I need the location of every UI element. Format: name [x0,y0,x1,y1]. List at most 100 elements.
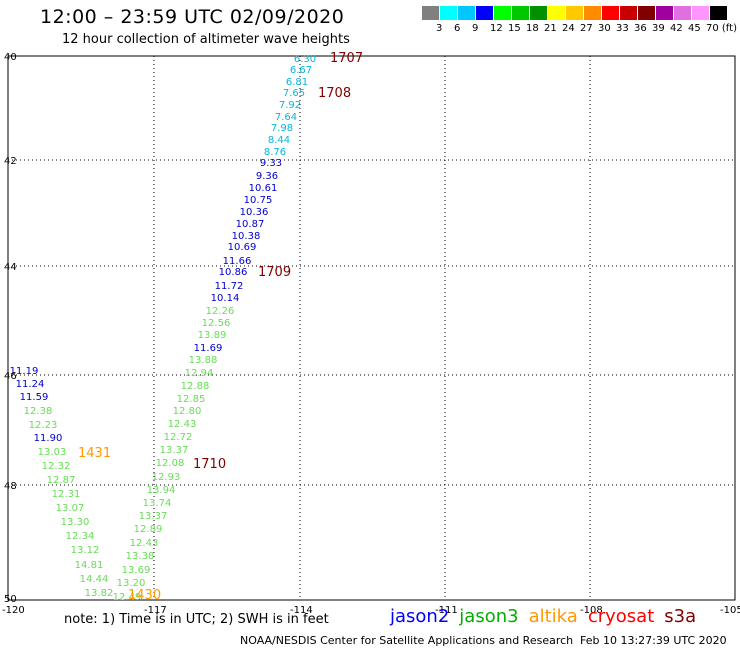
wave-height-value: 12.38 [24,406,53,417]
wave-height-value: 12.94 [185,368,214,379]
lon-label: -108 [580,605,603,616]
legend-entry-s3a: s3a [664,606,697,627]
wave-height-value: 6.81 [286,77,308,88]
units-note: note: 1) Time is in UTC; 2) SWH is in fe… [64,612,329,627]
lon-label: -114 [290,605,313,616]
credit-line: NOAA/NESDIS Center for Satellite Applica… [240,634,574,647]
wave-height-value: 12.87 [47,475,76,486]
lat-label: 50 [4,594,17,605]
wave-height-value: 6.67 [290,65,312,76]
wave-height-value: 10.14 [211,293,240,304]
generated-timestamp: Feb 10 13:27:39 UTC 2020 [580,634,727,647]
scale-swatch [440,6,457,20]
map-grid [7,55,736,601]
wave-height-value: 12.31 [52,489,81,500]
scale-swatch [494,6,511,20]
lat-label: 46 [4,371,17,382]
scale-label: 18 [526,23,539,34]
latitude-labels: 40 42 44 46 48 50 [4,52,17,605]
scale-swatch [566,6,583,20]
wave-height-value: 9.33 [260,158,282,169]
scale-label: 42 [670,23,683,34]
wave-height-value: 9.36 [256,171,278,182]
map-frame [7,55,736,601]
wave-height-value: 12.08 [156,458,185,469]
wave-height-value: 12.43 [130,538,159,549]
wave-height-value: 10.38 [232,231,261,242]
wave-height-value: 12.43 [168,419,197,430]
pass-time-labels: 1707 1708 1709 1710 1431 1430 [78,51,363,603]
scale-swatch [692,6,709,20]
wave-height-value: 7.64 [275,112,297,123]
wave-height-value: 8.76 [264,147,286,158]
wave-height-value: 7.98 [271,123,293,134]
wave-height-value: 12.93 [152,472,181,483]
wave-height-value: 13.30 [61,517,90,528]
scale-label: 12 [490,23,503,34]
wave-height-value: 10.61 [249,183,278,194]
wave-height-value: 10.75 [244,195,273,206]
wave-height-value: 11.69 [194,343,223,354]
wave-height-value: 11.90 [34,433,63,444]
scale-swatch [422,6,439,20]
wave-height-value: 11.24 [16,379,45,390]
lon-label: -120 [2,605,25,616]
wave-height-value: 12.80 [173,406,202,417]
lat-label: 44 [4,262,17,273]
pass-time-label: 1430 [128,588,161,603]
wave-height-value: 11.59 [20,392,49,403]
wave-height-value: 13.37 [160,445,189,456]
pass-time-label: 1431 [78,446,111,461]
pass-time-label: 1708 [318,86,351,101]
pass-time-label: 1707 [330,51,363,66]
pass-time-label: 1710 [193,457,226,472]
wave-height-value: 12.56 [202,318,231,329]
wave-height-value: 7.92 [279,100,301,111]
wave-height-value: 10.86 [219,267,248,278]
scale-label: 21 [544,23,557,34]
wave-height-value: 10.69 [228,242,257,253]
wave-height-value: 10.87 [236,219,265,230]
wave-height-value: 12.32 [42,461,71,472]
wave-height-value: 7.65 [283,88,305,99]
wave-height-value: 13.89 [198,330,227,341]
scale-swatch [620,6,637,20]
wave-height-value: 13.07 [56,503,85,514]
scale-label: 3 [436,23,443,34]
wave-height-value: 13.88 [189,355,218,366]
scale-label: 30 [598,23,611,34]
scale-swatch [512,6,529,20]
scale-label: 39 [652,23,665,34]
wave-height-value: 12.49 [113,592,142,603]
longitude-labels: -120 -117 -114 -111 -108 -105 [2,605,740,616]
wave-height-value: 13.38 [126,551,155,562]
legend-entry-jason3: jason3 [459,606,519,627]
wave-height-value: 11.19 [10,366,39,377]
wave-height-value: 8.44 [268,135,290,146]
wave-height-observations: 6.306.676.817.657.927.647.988.448.769.33… [10,54,316,603]
lon-label: -117 [144,605,167,616]
wave-height-value: 12.72 [164,432,193,443]
wave-height-value: 12.23 [29,420,58,431]
scale-swatch [602,6,619,20]
wave-height-value: 12.85 [177,394,206,405]
scale-swatch [584,6,601,20]
legend-entry-jason2: jason2 [390,606,450,627]
scale-label: 45 [688,23,701,34]
scale-swatch [710,6,727,20]
scale-swatch [530,6,547,20]
scale-label: 36 [634,23,647,34]
wave-height-value: 13.82 [85,588,114,599]
scale-label: 33 [616,23,629,34]
wave-height-value: 13.03 [38,447,67,458]
scale-swatch [476,6,493,20]
wave-height-value: 10.36 [240,207,269,218]
wave-height-value: 12.88 [181,381,210,392]
wave-height-value: 12.34 [66,531,95,542]
lon-label: -111 [435,605,458,616]
legend-entry-cryosat: cryosat [587,606,655,627]
wave-height-value: 11.66 [223,256,252,267]
scale-label: 9 [472,23,479,34]
scale-label: 27 [580,23,593,34]
